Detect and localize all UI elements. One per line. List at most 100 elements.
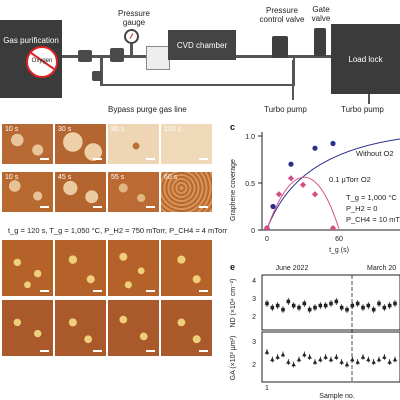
scale-bar	[93, 158, 102, 160]
time-label: 10 s	[5, 126, 19, 133]
micrograph-tile	[2, 240, 53, 296]
series-label-with-o2: 0.1 µTorr O2	[329, 175, 371, 184]
data-point-with-o2	[299, 181, 307, 188]
nd-plot-frame	[261, 274, 400, 331]
y-tick-label: 0	[251, 228, 255, 235]
nd-data-point	[382, 305, 387, 310]
nd-tick-label: 3	[252, 296, 256, 303]
micrograph-tile: 45 s	[55, 172, 106, 212]
series-label-without-o2: Without O2	[356, 149, 394, 158]
ga-data-point	[291, 362, 296, 367]
nd-data-point	[350, 303, 355, 308]
micrograph-tile: 10 s	[2, 172, 53, 212]
turbo-pump-label-1: Turbo pump	[264, 105, 307, 114]
ga-data-point	[366, 357, 371, 362]
turbo-pump-label-2: Turbo pump	[341, 105, 384, 114]
data-point-with-o2	[287, 175, 295, 182]
valve-icon	[92, 71, 102, 81]
oxygen-label: Oxygen	[31, 58, 53, 64]
coverage-chart: Graphene coverage 0 0.5 1.0 0 60 t_g (s)…	[230, 132, 400, 254]
ga-data-point	[344, 362, 350, 367]
ga-data-point	[302, 352, 307, 357]
x-tick-label: 1	[265, 385, 269, 392]
scale-bar	[146, 206, 155, 208]
ga-data-point	[355, 359, 360, 364]
scale-bar	[40, 158, 49, 160]
x-tick-label: 60	[335, 236, 343, 243]
micrograph-tile	[55, 300, 106, 356]
fit-curve-with-o2	[266, 176, 340, 230]
scale-bar	[199, 158, 208, 160]
valve-icon	[78, 50, 92, 62]
y-tick-label: 0.5	[245, 181, 255, 188]
condition-temperature: T_g = 1,000 °C	[346, 193, 397, 202]
load-lock-box: Load lock	[331, 24, 400, 94]
micrograph-tile: 60 s	[161, 172, 212, 212]
ga-data-point	[318, 357, 323, 362]
ga-data-point	[275, 354, 280, 359]
nd-data-point	[334, 299, 339, 304]
nd-tick-label: 2	[252, 314, 256, 321]
gas-purification-label: Gas purification	[3, 36, 59, 45]
condition-hydrogen: P_H2 = 0	[346, 204, 377, 213]
data-points	[263, 140, 337, 232]
data-point-without-o2	[270, 203, 276, 210]
ga-data-point	[360, 354, 366, 359]
micrograph-tile	[2, 300, 53, 356]
ga-data-point	[307, 354, 312, 359]
micrograph-tile	[108, 240, 159, 296]
ga-data-point	[286, 359, 291, 364]
scale-bar	[93, 350, 102, 352]
ga-data-point	[312, 359, 318, 364]
date-label-june: June 2022	[276, 265, 309, 272]
ga-data-point	[270, 357, 275, 362]
nd-data-point	[265, 301, 269, 306]
nd-data-point	[270, 305, 275, 310]
pressure-control-valve-label: Pressure control valve	[259, 6, 305, 24]
ga-data-point	[264, 349, 270, 354]
nd-data-point	[313, 305, 317, 310]
data-point-without-o2	[288, 161, 294, 167]
nd-data-point	[318, 303, 323, 308]
nd-data-point	[281, 307, 285, 312]
scale-bar	[40, 206, 49, 208]
valve-icon	[110, 48, 124, 62]
pressure-control-valve-icon	[272, 36, 288, 58]
ga-data-points	[264, 349, 398, 368]
scale-bar	[199, 206, 208, 208]
turbo-pump-line	[292, 60, 294, 100]
scale-bar	[146, 350, 155, 352]
micrograph-tile: 90 s	[108, 124, 159, 164]
ga-data-point	[350, 357, 355, 362]
nd-data-point	[291, 303, 296, 308]
ga-data-point	[387, 359, 392, 364]
pressure-gauge-icon	[124, 29, 139, 44]
data-point-with-o2	[311, 191, 319, 198]
growth-condition-caption: t_g = 120 s, T_g = 1,050 °C, P_H2 = 750 …	[8, 226, 228, 235]
date-label-march: March 20	[367, 265, 396, 272]
ga-data-point	[296, 357, 302, 362]
nd-data-point	[387, 303, 392, 308]
bypass-gas-line	[293, 58, 295, 86]
nd-data-point	[275, 303, 280, 308]
micrograph-tile: 10 s	[2, 124, 53, 164]
gauge-stem	[130, 43, 133, 55]
pressure-gauge-label: Pressure gauge	[117, 9, 150, 27]
data-point-without-o2	[312, 145, 318, 151]
gate-valve-label: Gate valve	[311, 5, 331, 23]
micrograph-tile	[55, 240, 106, 296]
nd-axis-label: ND (×10⁴ cm⁻²)	[230, 279, 237, 328]
nd-data-points	[265, 297, 397, 314]
time-label: 30 s	[58, 126, 72, 133]
micrograph-tile: 30 s	[55, 124, 106, 164]
y-axis-label: Graphene coverage	[230, 159, 237, 221]
nd-data-point	[361, 305, 365, 310]
ga-data-point	[371, 359, 376, 364]
time-label: 55 s	[111, 174, 125, 181]
ga-tick-label: 2	[252, 362, 256, 369]
ga-axis-label: GA (×10³ µm²)	[230, 336, 237, 381]
nd-data-point	[377, 301, 381, 306]
scale-bar	[146, 290, 155, 292]
ga-data-point	[382, 354, 387, 359]
scale-bar	[93, 206, 102, 208]
